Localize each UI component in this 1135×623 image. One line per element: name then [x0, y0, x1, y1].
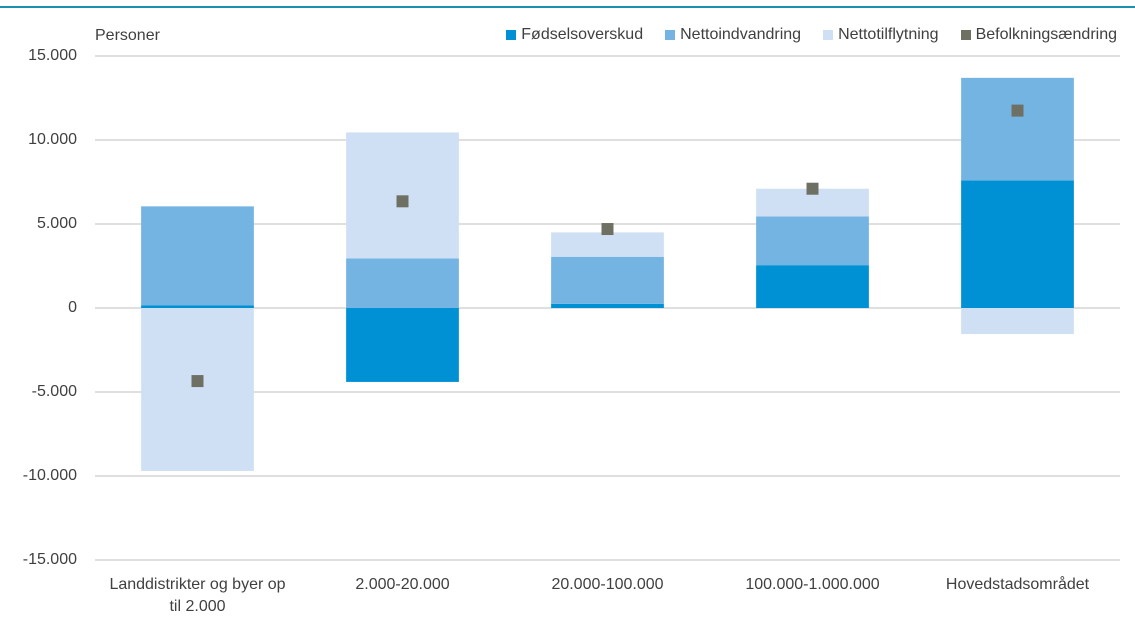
legend-item: Nettoindvandring [665, 26, 801, 44]
x-tick-label: Hovedstadsområdet [945, 576, 1090, 593]
bar-segment [756, 216, 869, 266]
marker [806, 182, 819, 195]
y-tick-label: 10.000 [28, 131, 77, 148]
legend-label: Befolkningsændring [975, 26, 1117, 43]
y-tick-label: 15.000 [28, 47, 77, 64]
legend-swatch [960, 30, 971, 40]
legend-label: Fødselsoverskud [521, 26, 644, 43]
x-tick-label: 2.000-20.000 [355, 576, 450, 593]
bar-segment [346, 308, 459, 382]
bar-segment [141, 305, 254, 308]
legend-swatch [665, 30, 676, 40]
legend-item: Fødselsoverskud [506, 26, 643, 44]
y-axis-label: Personer [95, 27, 161, 44]
bar-segment [551, 303, 664, 308]
bar-segment [141, 206, 254, 306]
marker [396, 195, 409, 208]
bar-segment [756, 265, 869, 308]
legend: Fødselsoverskud Nettoindvandring Nettotilf… [506, 26, 1117, 44]
bar-segment [961, 180, 1074, 308]
legend-swatch [506, 30, 517, 40]
y-tick-label: -5.000 [32, 383, 77, 400]
x-tick-label: Landdistrikter og byer op til 2.000 [109, 576, 286, 615]
legend-item: Nettotilflytning [823, 26, 939, 44]
x-tick-label: 100.000-1.000.000 [745, 576, 880, 593]
y-tick-label: -15.000 [23, 551, 77, 568]
legend-label: Nettoindvandring [680, 26, 802, 43]
y-tick-label: 0 [68, 299, 77, 316]
marker [601, 223, 614, 236]
marker [1011, 104, 1024, 117]
bar-segment [551, 256, 664, 304]
legend-swatch [823, 30, 834, 40]
bar-segment [961, 77, 1074, 181]
bar-segment [961, 308, 1074, 335]
marker [191, 375, 204, 388]
bar-segment [551, 232, 664, 257]
legend-item: Befolkningsændring [960, 26, 1117, 44]
y-tick-label: -10.000 [23, 467, 77, 484]
bar-segment [346, 258, 459, 308]
x-tick-label: 20.000-100.000 [551, 576, 664, 593]
y-tick-label: 5.000 [37, 215, 77, 232]
legend-label: Nettotilflytning [838, 26, 939, 43]
bar-segment [141, 308, 254, 471]
